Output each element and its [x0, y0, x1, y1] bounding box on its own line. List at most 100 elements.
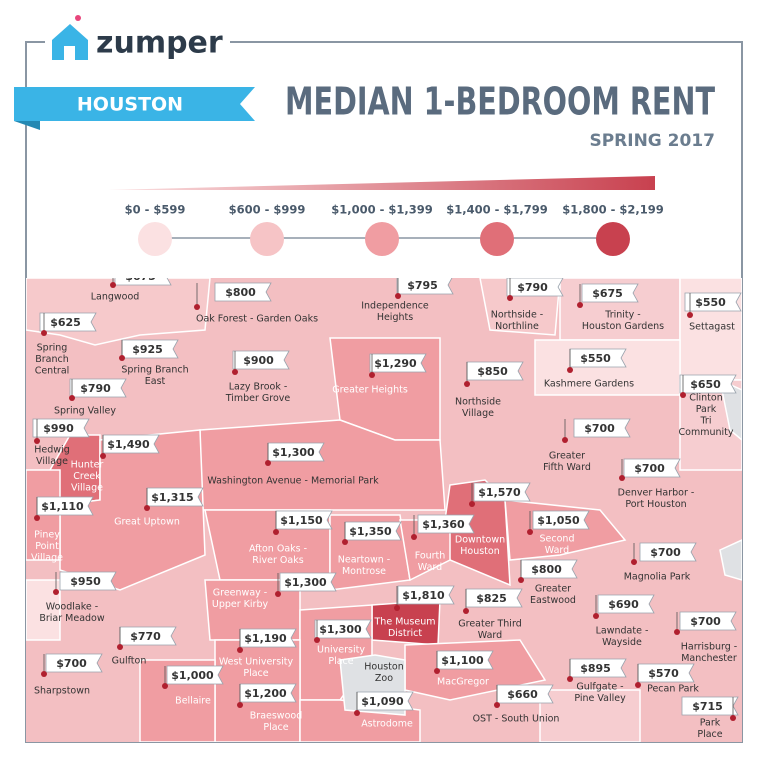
- neighborhood-name: Place: [697, 729, 722, 740]
- location-dot: [69, 395, 75, 401]
- location-dot: [635, 682, 641, 688]
- price: $1,300: [284, 576, 327, 589]
- legend-label: $1,000 - $1,399: [331, 203, 433, 217]
- neighborhood: $770 Gulfton: [112, 626, 177, 667]
- location-dot: [730, 715, 736, 721]
- location-dot: [119, 355, 125, 361]
- price-flag: [166, 665, 224, 685]
- legend-swatch: [138, 222, 172, 256]
- legend-swatch: [365, 222, 399, 256]
- price: $795: [407, 279, 438, 292]
- subtitle: SPRING 2017: [589, 131, 715, 151]
- legend-label: $0 - $599: [125, 203, 186, 217]
- location-dot: [619, 475, 625, 481]
- city: HOUSTON: [77, 94, 183, 116]
- location-dot: [41, 330, 47, 336]
- neighborhood: $895 Gulfgate -Pine Valley: [567, 658, 627, 704]
- neighborhood-name: Northside -: [491, 310, 543, 321]
- neighborhood-name: Lawndate -: [596, 626, 649, 637]
- neighborhood-name: University: [317, 645, 365, 656]
- price: $1,490: [107, 438, 150, 451]
- location-dot: [687, 312, 693, 318]
- neighborhood-name: MacGregor: [437, 677, 489, 688]
- neighborhood-name: Heights: [377, 312, 413, 323]
- neighborhood: $700 Sharpstown: [34, 653, 103, 697]
- price-flag: [369, 353, 427, 373]
- location-dot: [34, 515, 40, 521]
- location-dot: [680, 392, 686, 398]
- neighborhood-name: Afton Oaks -: [249, 544, 307, 555]
- neighborhood-name: Piney: [34, 530, 60, 541]
- regions: [26, 278, 742, 742]
- neighborhood-name: Spring Valley: [54, 406, 116, 417]
- location-dot: [567, 676, 573, 682]
- location-dot: [265, 460, 271, 466]
- neighborhood: $1,300 Washington Avenue - Memorial Park: [207, 442, 379, 487]
- location-dot: [110, 282, 116, 288]
- neighborhood-name: River Oaks: [252, 555, 303, 566]
- price: $1,315: [151, 491, 193, 504]
- neighborhood-name: Second: [540, 534, 575, 545]
- neighborhood-name: Place: [243, 668, 268, 679]
- location-dot: [53, 589, 59, 595]
- neighborhood-name: Port Houston: [625, 499, 686, 510]
- location-dot: [577, 302, 583, 308]
- neighborhood: $690 Lawndate -Wayside: [593, 594, 655, 648]
- neighborhood-name: Branch: [35, 354, 69, 365]
- location-dot: [117, 644, 123, 650]
- legend-label: $1,800 - $2,199: [562, 203, 664, 217]
- price: $570: [648, 667, 679, 680]
- neighborhood-name: Neartown -: [338, 555, 390, 566]
- neighborhood-name: Harrisburg -: [681, 642, 737, 653]
- neighborhood-name: Great Uptown: [114, 517, 180, 528]
- price: $675: [125, 270, 156, 283]
- price: $1,570: [478, 486, 521, 499]
- price: $550: [580, 352, 611, 365]
- price-flag: [417, 514, 475, 534]
- location-dot: [342, 539, 348, 545]
- neighborhood-name: Village: [36, 456, 68, 467]
- neighborhood: $1,315 Great Uptown: [114, 487, 204, 528]
- title: MEDIAN 1-BEDROOM RENT: [285, 80, 715, 124]
- price: $1,360: [422, 518, 465, 531]
- price-flag: [684, 292, 742, 312]
- neighborhood: $1,350 Neartown -Montrose: [338, 521, 402, 577]
- price-flag: [681, 696, 739, 716]
- neighborhood-name: Park: [700, 718, 721, 729]
- neighborhood: $570 Pecan Park: [635, 663, 699, 695]
- price-flag: [473, 482, 531, 502]
- price-flag: [506, 278, 564, 297]
- neighborhood-name: Greater Heights: [332, 385, 408, 396]
- legend-wedge: [108, 176, 655, 190]
- map: $675 Langwood $800 Oak Forest - Garden Oaks…: [26, 270, 742, 742]
- price: $700: [584, 422, 615, 435]
- price-flag: [232, 350, 290, 370]
- neighborhood-name: Village: [71, 483, 103, 494]
- neighborhood-name: Trinity -: [604, 310, 640, 321]
- location-dot: [275, 591, 281, 597]
- neighborhood: $1,090 Astrodome: [354, 691, 414, 730]
- location-dot: [434, 668, 440, 674]
- price: $1,190: [244, 632, 287, 645]
- price-flag: [32, 418, 90, 438]
- labels: $675 Langwood $800 Oak Forest - Garden Oaks…: [31, 270, 742, 740]
- price: $900: [243, 354, 274, 367]
- location-dot: [527, 529, 533, 535]
- price: $1,200: [244, 687, 287, 700]
- price: $700: [634, 462, 665, 475]
- legend-label: $600 - $999: [229, 203, 306, 217]
- neighborhood-name: Creek: [73, 471, 101, 482]
- neighborhood-name: Kashmere Gardens: [544, 379, 634, 390]
- neighborhood-name: Lazy Brook -: [229, 382, 288, 393]
- legend-swatch: [480, 222, 514, 256]
